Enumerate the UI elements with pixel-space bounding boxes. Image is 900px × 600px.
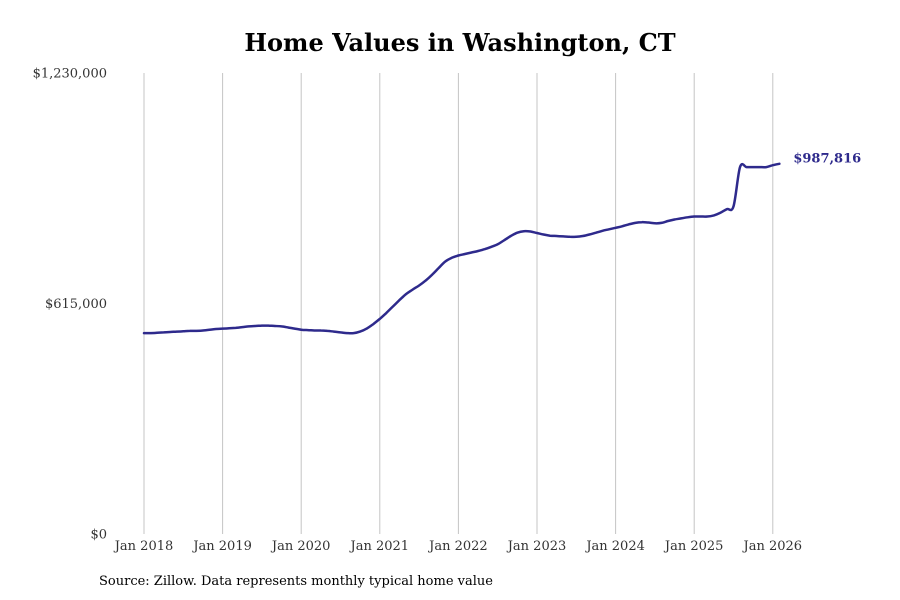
- series-line-0: [142, 162, 781, 335]
- x-tick-label: Jan 2019: [191, 539, 252, 554]
- y-axis: $0 $615,000 $1,230,000: [33, 67, 107, 543]
- x-tick-label: Jan 2022: [427, 539, 488, 554]
- source-note: Source: Zillow. Data represents monthly …: [99, 574, 493, 589]
- x-tick-label: Jan 2018: [113, 539, 174, 554]
- y-tick-label: $0: [90, 528, 107, 543]
- x-axis: Jan 2018 Jan 2019 Jan 2020 Jan 2021 Jan 2022…: [113, 539, 802, 554]
- x-tick-label: Jan 2026: [742, 539, 803, 554]
- x-tick-label: Jan 2023: [506, 539, 567, 554]
- series-layer: [142, 162, 781, 335]
- chart-title: Home Values in Washington, CT: [244, 28, 676, 57]
- gridlines: [143, 73, 774, 534]
- x-tick-label: Jan 2021: [349, 539, 410, 554]
- x-tick-label: Jan 2025: [663, 539, 724, 554]
- x-tick-label: Jan 2020: [270, 539, 331, 554]
- y-tick-label: $615,000: [45, 297, 107, 312]
- x-tick-label: Jan 2024: [584, 539, 645, 554]
- annotation-layer: $987,816: [793, 151, 861, 166]
- y-tick-label: $1,230,000: [33, 67, 107, 82]
- end-value-label: $987,816: [793, 151, 861, 166]
